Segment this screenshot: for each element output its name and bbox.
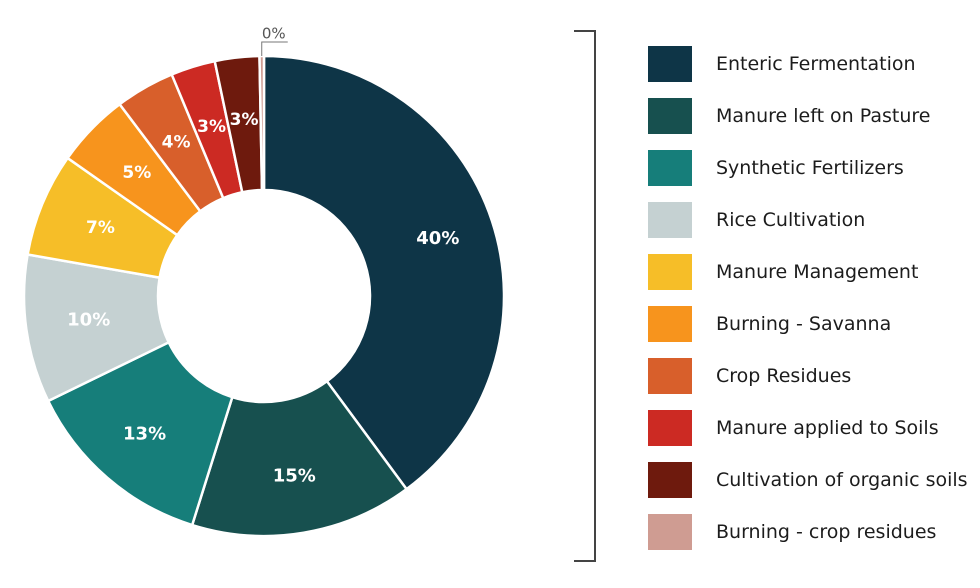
legend-item-cultivation-of-organic-soils: Cultivation of organic soils bbox=[648, 454, 968, 506]
legend-label: Crop Residues bbox=[716, 365, 852, 387]
legend-item-burning-savanna: Burning - Savanna bbox=[648, 298, 968, 350]
legend-item-synthetic-fertilizers: Synthetic Fertilizers bbox=[648, 142, 968, 194]
data-label-synthetic-fertilizers: 13% bbox=[123, 424, 166, 445]
legend-label: Synthetic Fertilizers bbox=[716, 157, 904, 179]
data-label-manure-management: 7% bbox=[86, 218, 115, 238]
leader-line bbox=[261, 41, 288, 57]
data-label-rice-cultivation: 10% bbox=[67, 310, 110, 331]
slice-manure-left-on-pasture bbox=[190, 379, 409, 538]
donut-chart: 40% 15% 13% 10% 7% 5% 4% 3% 3% 0% bbox=[22, 25, 506, 538]
data-label-crop-residues: 4% bbox=[162, 132, 191, 152]
legend-swatch bbox=[648, 254, 692, 290]
legend-label: Rice Cultivation bbox=[716, 209, 866, 231]
legend-label: Cultivation of organic soils bbox=[716, 469, 968, 491]
legend-swatch bbox=[648, 98, 692, 134]
legend-label: Manure Management bbox=[716, 261, 919, 283]
legend: Enteric Fermentation Manure left on Past… bbox=[648, 38, 968, 558]
legend-label: Enteric Fermentation bbox=[716, 53, 916, 75]
legend-item-rice-cultivation: Rice Cultivation bbox=[648, 194, 968, 246]
legend-label: Manure applied to Soils bbox=[716, 417, 939, 439]
legend-swatch bbox=[648, 514, 692, 550]
legend-swatch bbox=[648, 202, 692, 238]
data-label-enteric-fermentation: 40% bbox=[416, 228, 459, 249]
legend-label: Burning - crop residues bbox=[716, 521, 937, 543]
legend-item-enteric-fermentation: Enteric Fermentation bbox=[648, 38, 968, 90]
data-label-manure-applied-to-soils: 3% bbox=[197, 117, 226, 137]
legend-swatch bbox=[648, 46, 692, 82]
data-label-burning-savanna: 5% bbox=[122, 163, 151, 183]
data-label-manure-left-on-pasture: 15% bbox=[273, 465, 316, 486]
legend-swatch bbox=[648, 306, 692, 342]
legend-item-crop-residues: Crop Residues bbox=[648, 350, 968, 402]
slice-enteric-fermentation bbox=[262, 54, 506, 491]
legend-item-manure-left-on-pasture: Manure left on Pasture bbox=[648, 90, 968, 142]
slice-synthetic-fertilizers bbox=[46, 340, 234, 527]
legend-bracket bbox=[554, 30, 596, 562]
legend-item-manure-management: Manure Management bbox=[648, 246, 968, 298]
legend-swatch bbox=[648, 150, 692, 186]
legend-label: Burning - Savanna bbox=[716, 313, 892, 335]
legend-item-burning-crop-residues: Burning - crop residues bbox=[648, 506, 968, 558]
legend-label: Manure left on Pasture bbox=[716, 105, 931, 127]
legend-swatch bbox=[648, 410, 692, 446]
slice-burning-crop-residues bbox=[258, 54, 266, 192]
data-label-burning-crop-residues: 0% bbox=[262, 25, 286, 43]
legend-swatch bbox=[648, 462, 692, 498]
legend-item-manure-applied-to-soils: Manure applied to Soils bbox=[648, 402, 968, 454]
legend-swatch bbox=[648, 358, 692, 394]
data-label-cultivation-of-organic-soils: 3% bbox=[230, 110, 259, 130]
